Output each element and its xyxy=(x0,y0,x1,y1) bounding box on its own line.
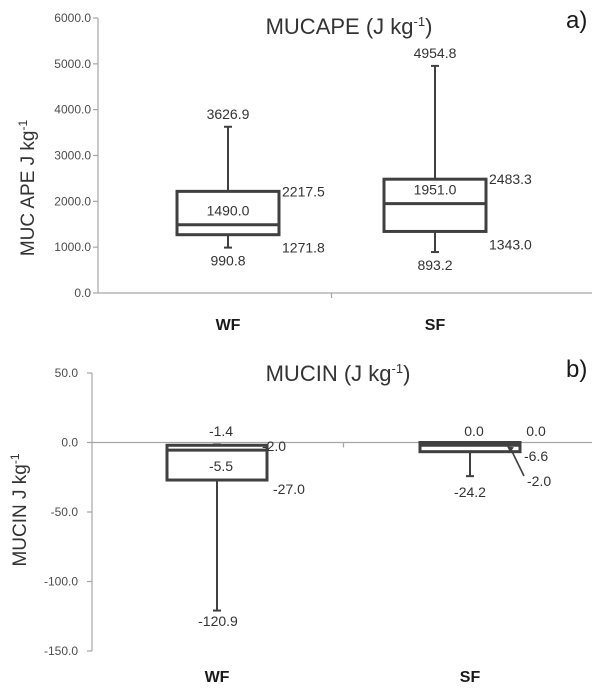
value-label-q3: -2.0 xyxy=(262,438,286,454)
chart-title-close: ) xyxy=(403,361,410,386)
value-label-max: 4954.8 xyxy=(414,45,457,61)
y-tick-label: 0.0 xyxy=(74,286,91,300)
value-label-median: -5.5 xyxy=(209,458,233,474)
iqr-box xyxy=(165,443,269,482)
chart-title-text: MUCAPE (J kg xyxy=(266,14,414,39)
y-tick-label: 50.0 xyxy=(55,366,79,380)
value-label-min: -24.2 xyxy=(454,484,486,500)
y-axis-label: MUC APE J kg-1 xyxy=(16,120,39,257)
value-label-median: 1951.0 xyxy=(414,182,457,198)
panel-label: a) xyxy=(566,7,587,34)
value-label-max: -1.4 xyxy=(209,423,233,439)
chart-title-sup: -1 xyxy=(414,14,426,29)
value-label-min: -120.9 xyxy=(198,613,238,629)
category-label: WF xyxy=(216,317,241,334)
value-label-q1: -27.0 xyxy=(273,481,305,497)
iqr-box xyxy=(382,177,488,233)
y-axis-label-text: MUCIN J kg xyxy=(10,464,31,566)
chart-title-text: MUCIN (J kg xyxy=(266,361,392,386)
box-wf: -1.4 -2.0 -5.5 -27.0 -120.9 xyxy=(165,423,305,629)
panel-b: -150.0-100.0-50.00.050.0 MUCIN (J kg-1) b)… xyxy=(8,356,592,686)
y-axis-label-sup: -1 xyxy=(16,120,30,131)
value-label-max: 3626.9 xyxy=(207,106,250,122)
box-sf: 4954.8 2483.3 1951.0 1343.0 893.2 xyxy=(382,45,532,273)
chart-title-sup: -1 xyxy=(392,361,404,376)
box-sf: 0.0 0.0 -2.0 -6.6 -24.2 xyxy=(418,423,551,500)
y-axis-label-text: MUC APE J kg xyxy=(18,131,39,257)
value-label-median: -2.0 xyxy=(527,473,551,489)
value-label-median: 1490.0 xyxy=(207,203,250,219)
iqr-box xyxy=(175,189,281,237)
iqr-box xyxy=(418,441,522,454)
value-label-max: 0.0 xyxy=(464,423,484,439)
median-pointer-arrow xyxy=(509,447,525,477)
value-label-min: 893.2 xyxy=(417,257,452,273)
y-tick-label: 2000.0 xyxy=(54,194,91,208)
y-tick-label: 0.0 xyxy=(61,436,78,450)
value-label-q1: 1271.8 xyxy=(282,240,325,256)
category-label: SF xyxy=(425,317,446,334)
chart-title: MUCAPE (J kg-1) xyxy=(266,14,433,39)
chart-title: MUCIN (J kg-1) xyxy=(266,361,411,386)
y-axis-label: MUCIN J kg-1 xyxy=(8,453,31,566)
panel-a: 0.0 1000.0 2000.0 3000.0 4000.0 5000.0 6000.0 M… xyxy=(16,7,592,334)
category-label: WF xyxy=(205,669,230,686)
value-label-q1: -6.6 xyxy=(524,448,548,464)
box-wf: 3626.9 2217.5 1490.0 1271.8 990.8 xyxy=(175,106,325,269)
value-label-q3: 0.0 xyxy=(526,423,546,439)
y-tick-label: -50.0 xyxy=(51,505,79,519)
y-tick-label: 3000.0 xyxy=(54,149,91,163)
value-label-q1: 1343.0 xyxy=(489,236,532,252)
y-tick-label: 6000.0 xyxy=(54,11,91,25)
chart-title-close: ) xyxy=(425,14,432,39)
value-label-q3: 2483.3 xyxy=(489,171,532,187)
category-label: SF xyxy=(460,669,481,686)
y-tick-label: -150.0 xyxy=(44,644,78,658)
y-tick-label: 5000.0 xyxy=(54,57,91,71)
y-axis-label-sup: -1 xyxy=(8,453,22,464)
value-label-q3: 2217.5 xyxy=(282,183,325,199)
panel-label: b) xyxy=(566,356,587,383)
y-tick-label: 1000.0 xyxy=(54,240,91,254)
y-tick-label: -100.0 xyxy=(44,575,78,589)
arrow-head xyxy=(507,446,514,453)
y-tick-label: 4000.0 xyxy=(54,103,91,117)
value-label-min: 990.8 xyxy=(210,253,245,269)
